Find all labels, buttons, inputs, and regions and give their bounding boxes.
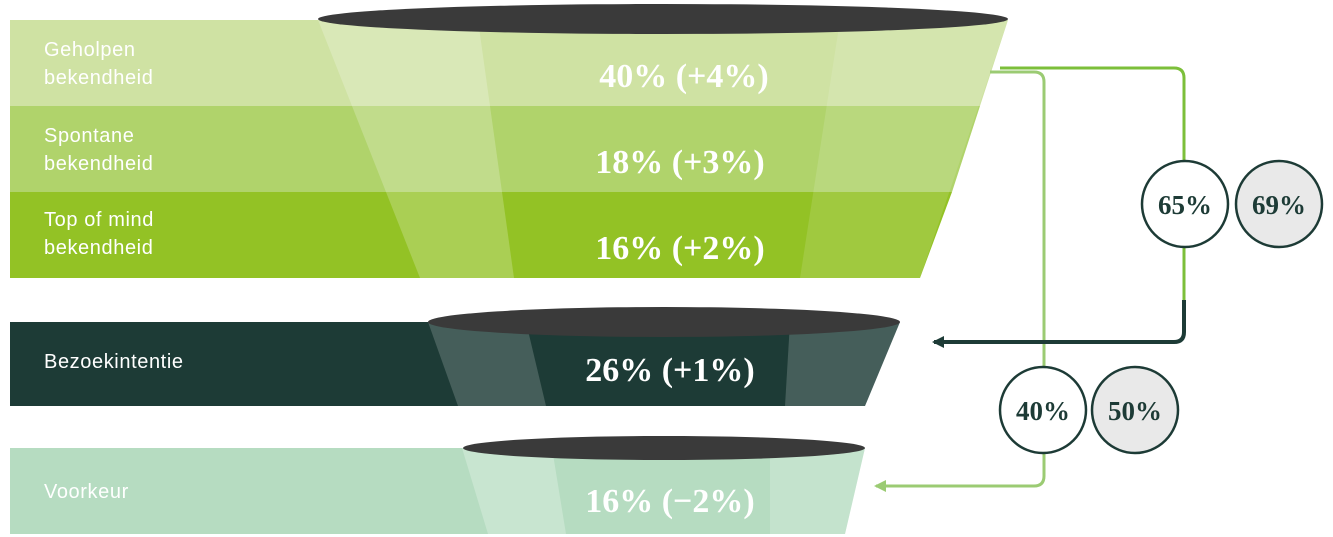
funnel-facet-left	[318, 20, 514, 278]
intention-rim	[428, 307, 900, 337]
conversion-intention-benchmark: 69%	[1252, 190, 1306, 220]
label-bezoekintentie: Bezoekintentie	[44, 351, 184, 373]
preference-facet-left	[462, 448, 566, 534]
funnel-top-rim	[318, 4, 1008, 34]
intention-funnel	[10, 307, 900, 406]
intention-facet-right	[785, 322, 900, 406]
value-geholpen: 40% (+4%)	[599, 58, 769, 95]
band-top-of-mind	[10, 192, 952, 278]
label-top-of-mind-line1: Top of mind	[44, 209, 154, 231]
circle-current-preference	[998, 365, 1088, 455]
label-voorkeur: Voorkeur	[44, 481, 129, 503]
label-geholpen-line1: Geholpen	[44, 39, 136, 61]
conversion-arrows	[874, 66, 1186, 492]
band-voorkeur	[10, 448, 865, 534]
conversion-badge-preference: 40% 50%	[998, 365, 1180, 455]
awareness-funnel	[10, 4, 1008, 278]
conversion-badge-intention: 65% 69%	[1140, 159, 1324, 249]
label-spontane-line1: Spontane	[44, 125, 134, 147]
value-bezoekintentie: 26% (+1%)	[585, 352, 755, 389]
funnel-facet-right	[800, 20, 1008, 278]
conversion-intention-current: 65%	[1158, 190, 1212, 220]
band-spontane	[10, 106, 980, 192]
label-geholpen-line2: bekendheid	[44, 67, 153, 89]
arrow-to-bezoekintentie-end	[932, 300, 1186, 348]
label-top-of-mind-line2: bekendheid	[44, 237, 153, 259]
arrow-to-bezoekintentie	[1000, 66, 1186, 300]
intention-facet-left	[428, 322, 546, 406]
value-top-of-mind: 16% (+2%)	[595, 230, 765, 267]
conversion-preference-benchmark: 50%	[1108, 396, 1162, 426]
value-voorkeur: 16% (−2%)	[585, 483, 755, 520]
circle-benchmark-intention	[1234, 159, 1324, 249]
arrow-to-voorkeur	[874, 70, 1046, 492]
preference-facet-right	[770, 448, 865, 534]
circle-current-intention	[1140, 159, 1230, 249]
conversion-preference-current: 40%	[1016, 396, 1070, 426]
band-bezoekintentie	[10, 322, 900, 406]
label-spontane-line2: bekendheid	[44, 153, 153, 175]
circle-benchmark-preference	[1090, 365, 1180, 455]
preference-rim	[463, 436, 865, 460]
value-spontane: 18% (+3%)	[595, 144, 765, 181]
preference-funnel	[10, 436, 865, 534]
band-geholpen	[10, 20, 1008, 106]
